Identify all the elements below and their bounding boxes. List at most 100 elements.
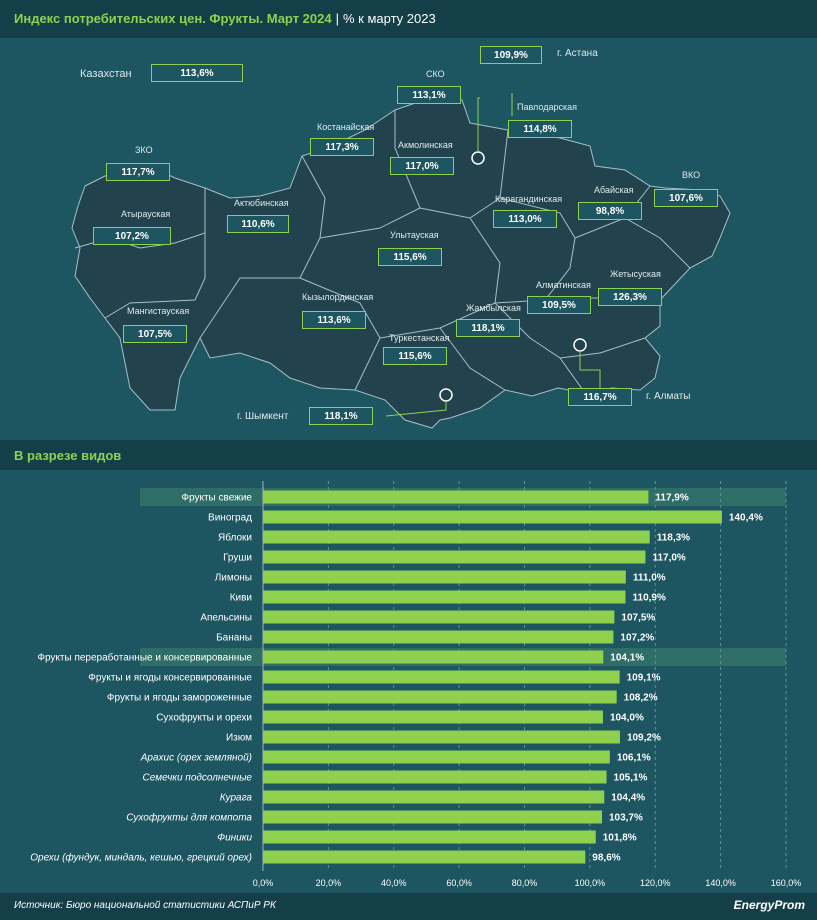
region-value-akmola: 117,0% <box>390 157 454 175</box>
category-label: Фрукты свежие <box>181 493 252 504</box>
value-label: 103,7% <box>609 813 643 824</box>
x-tick-label: 140,0% <box>705 878 736 888</box>
category-label: Яблоки <box>218 532 252 544</box>
category-label: Лимоны <box>215 573 252 584</box>
value-label: 107,5% <box>621 613 655 624</box>
category-label: Фрукты и ягоды консервированные <box>88 673 252 684</box>
region-label-kyzylorda: Кызылординская <box>302 292 374 302</box>
map-section: Казахстан 113,6% ЗКО 117,7% Атырауская 1… <box>0 38 817 433</box>
region-label-turkestan: Туркестанская <box>389 333 450 343</box>
category-label: Киви <box>230 593 252 604</box>
title-text: Индекс потребительских цен. Фрукты. Март… <box>14 11 332 26</box>
region-label-karaganda: Карагандинская <box>495 194 563 204</box>
value-label: 117,9% <box>655 493 688 504</box>
region-value-ulytau: 115,6% <box>378 248 442 266</box>
section-band: В разрезе видов <box>0 440 817 470</box>
bar <box>263 710 603 724</box>
bar <box>263 690 617 704</box>
title-subtitle: % к марту 2023 <box>343 11 436 26</box>
category-label: Фрукты переработанные и консервированные <box>37 652 252 664</box>
category-label: Курага <box>220 793 253 804</box>
bar <box>263 570 626 584</box>
region-value-pavlodar: 114,8% <box>508 120 572 138</box>
x-tick-label: 80,0% <box>512 878 538 888</box>
region-value-abai: 98,8% <box>578 202 642 220</box>
bar <box>263 590 626 604</box>
category-label: Изюм <box>226 733 252 744</box>
value-label: 101,8% <box>603 833 637 844</box>
region-label-kostanay: Костанайская <box>317 122 375 132</box>
region-value-kyzylorda: 113,6% <box>302 311 366 329</box>
region-value-almaty-region: 109,5% <box>527 296 591 314</box>
almaty-marker <box>573 338 587 352</box>
category-label: Бананы <box>216 633 252 644</box>
region-label-zko: ЗКО <box>135 145 153 155</box>
region-value-aktobe: 110,6% <box>227 215 289 233</box>
region-value-mangistau: 107,5% <box>123 325 187 343</box>
country-value: 113,6% <box>151 64 243 82</box>
city-label-almaty: г. Алматы <box>646 391 691 402</box>
region-value-sko: 113,1% <box>397 86 461 104</box>
page-title: Индекс потребительских цен. Фрукты. Март… <box>14 11 436 26</box>
category-label: Сухофрукты для компота <box>126 812 252 824</box>
region-value-vko: 107,6% <box>654 189 718 207</box>
region-label-akmola: Акмолинская <box>398 140 453 150</box>
region-label-vko: ВКО <box>682 170 701 180</box>
category-label: Семечки подсолнечные <box>143 773 253 784</box>
x-tick-label: 0,0% <box>253 878 274 888</box>
source-note: Источник: Бюро национальной статистики А… <box>14 900 276 911</box>
city-value-shymkent: 118,1% <box>309 407 373 425</box>
bar <box>263 650 604 664</box>
category-label: Апельсины <box>200 613 252 624</box>
header-band: Индекс потребительских цен. Фрукты. Март… <box>0 0 817 38</box>
region-label-pavlodar: Павлодарская <box>517 102 577 112</box>
shymkent-marker <box>439 388 453 402</box>
bar <box>263 550 646 564</box>
city-label-astana: г. Астана <box>557 48 598 59</box>
category-label: Орехи (фундук, миндаль, кешью, грецкий о… <box>30 852 252 864</box>
value-label: 104,1% <box>610 653 644 664</box>
astana-marker <box>471 151 485 165</box>
category-label: Фрукты и ягоды замороженные <box>107 693 253 704</box>
x-tick-label: 20,0% <box>316 878 342 888</box>
value-label: 117,0% <box>652 553 685 564</box>
bar-chart: 0,0% 20,0% 40,0% 60,0% 80,0% 100,0% 120,0% 140,… <box>30 481 802 888</box>
value-label: 105,1% <box>614 773 648 784</box>
category-label: Арахис (орех земляной) <box>140 753 252 764</box>
value-label: 106,1% <box>617 753 651 764</box>
region-value-atyrau: 107,2% <box>93 227 171 245</box>
value-label: 118,3% <box>657 533 690 544</box>
value-label: 111,0% <box>633 573 666 584</box>
region-label-sko: СКО <box>426 69 445 79</box>
bar <box>263 490 649 504</box>
x-tick-label: 100,0% <box>575 878 606 888</box>
value-label: 110,9% <box>633 593 666 604</box>
region-label-aktobe: Актюбинская <box>234 198 289 208</box>
region-label-almaty-region: Алматинская <box>536 280 591 290</box>
value-label: 140,4% <box>729 513 763 524</box>
city-label-shymkent: г. Шымкент <box>237 411 289 422</box>
title-separator: | <box>335 11 339 26</box>
value-label: 104,4% <box>611 793 645 804</box>
region-label-ulytau: Улытауская <box>390 230 439 240</box>
category-label: Виноград <box>208 513 252 524</box>
region-value-zhetysu: 126,3% <box>598 288 662 306</box>
city-value-almaty: 116,7% <box>568 388 632 406</box>
region-value-zko: 117,7% <box>106 163 170 181</box>
category-label: Сухофрукты и орехи <box>156 712 252 724</box>
country-label: Казахстан <box>80 68 132 80</box>
bar <box>263 830 596 844</box>
value-label: 107,2% <box>620 633 654 644</box>
x-tick-label: 160,0% <box>771 878 802 888</box>
bar <box>263 610 615 624</box>
bar <box>263 770 607 784</box>
region-value-karaganda: 113,0% <box>493 210 557 228</box>
value-label: 108,2% <box>624 693 658 704</box>
bar <box>263 750 610 764</box>
footer-band: Источник: Бюро национальной статистики А… <box>0 893 817 920</box>
region-label-zhambyl: Жамбылская <box>466 303 521 313</box>
energyprom-logo: EnergyProm <box>733 898 805 912</box>
value-label: 104,0% <box>610 713 644 724</box>
x-tick-label: 40,0% <box>381 878 407 888</box>
value-label: 109,2% <box>627 733 661 744</box>
